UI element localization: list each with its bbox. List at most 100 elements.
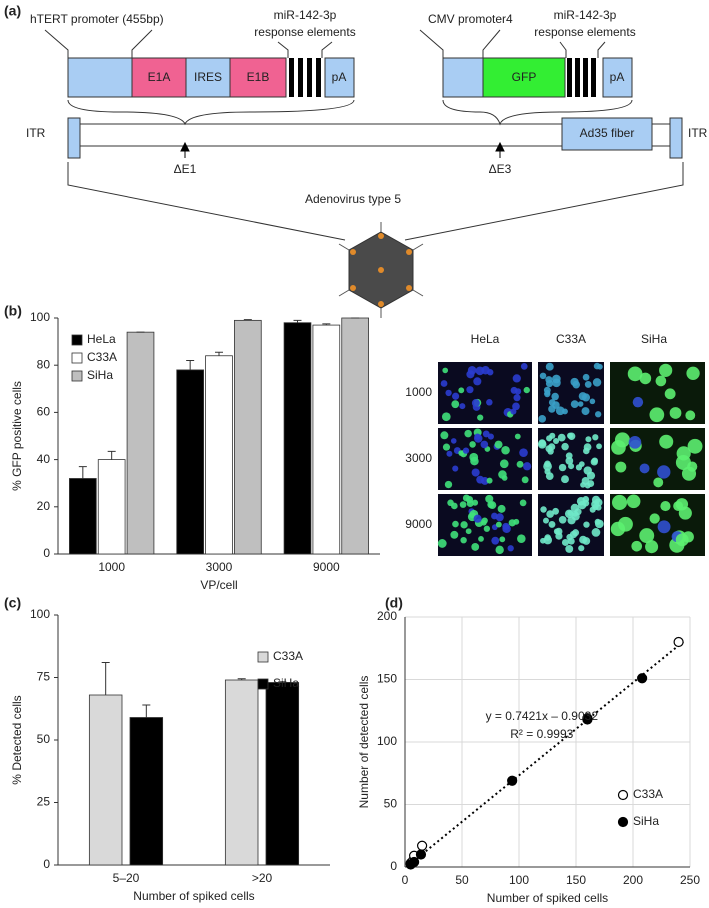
cell [538, 415, 547, 423]
y-tick-label: 0 [43, 857, 50, 871]
legend-label: C33A [273, 649, 303, 663]
cell [548, 520, 556, 528]
cell [565, 457, 574, 465]
response-label: response elements [534, 25, 635, 39]
segment [602, 57, 633, 98]
cell [545, 379, 554, 388]
y-axis-title: % Detected cells [10, 695, 24, 784]
cell [584, 381, 592, 388]
cell [483, 525, 491, 532]
bar [224, 679, 259, 866]
cell [473, 514, 482, 523]
y-tick-label: 0 [43, 546, 50, 560]
cell [540, 537, 546, 544]
cell [495, 545, 504, 555]
cell [585, 436, 592, 443]
cell [558, 463, 567, 472]
cell [594, 411, 602, 418]
leader-lines [419, 29, 606, 58]
bar [205, 355, 233, 555]
y-tick-label: 20 [37, 499, 51, 513]
itr-label: ITR [26, 126, 46, 140]
cell [675, 533, 689, 547]
cell [476, 475, 485, 484]
x-tick-label: >20 [252, 871, 273, 885]
cell [495, 513, 504, 522]
annotation: R² = 0.9993 [510, 727, 573, 741]
y-tick-label: 80 [37, 357, 51, 371]
itr-box [67, 117, 81, 159]
cell [475, 366, 485, 376]
legend-label: C33A [633, 787, 663, 801]
error-bar [107, 450, 116, 460]
leader-lines [67, 162, 684, 241]
cell [545, 362, 554, 371]
x-axis-title: Number of spiked cells [133, 889, 254, 903]
cell [576, 497, 586, 506]
cell [596, 443, 602, 450]
cell [512, 374, 521, 383]
bar [69, 478, 97, 555]
cell [583, 447, 590, 455]
cell [582, 373, 590, 381]
cell [581, 407, 590, 416]
x-tick-label: 0 [402, 873, 409, 887]
x-tick-label: 100 [509, 873, 529, 887]
cell [494, 440, 503, 449]
cell [546, 435, 553, 442]
cell [481, 517, 488, 524]
cell [555, 406, 565, 416]
cell [501, 445, 510, 455]
cell [627, 366, 643, 382]
cell [473, 377, 482, 386]
cell [544, 389, 551, 396]
segment-label: IRES [194, 70, 222, 84]
bar [88, 694, 123, 866]
cell [440, 380, 448, 387]
cell [552, 507, 560, 515]
y-tick-label: 40 [37, 452, 51, 466]
cell [567, 432, 574, 439]
cell [519, 499, 527, 507]
y-axis-title: Number of detected cells [357, 676, 371, 809]
cell [460, 521, 468, 529]
cell [657, 465, 671, 479]
cell [578, 545, 585, 552]
cell [464, 429, 472, 438]
cell [507, 545, 514, 552]
cell [545, 445, 553, 453]
segment [185, 57, 231, 98]
cell [523, 386, 530, 394]
cell [574, 508, 582, 516]
cell [590, 458, 598, 466]
cell [523, 462, 532, 471]
bar [97, 459, 126, 555]
error-bar [243, 319, 252, 321]
segment-label: pA [332, 70, 347, 84]
cell [445, 389, 452, 397]
point [637, 673, 648, 684]
point [417, 840, 428, 851]
cell [499, 459, 509, 469]
cell [558, 515, 567, 524]
cell [561, 475, 569, 484]
cell [577, 401, 584, 407]
y-tick-label: 100 [377, 734, 397, 748]
response-label: miR-142-3p [274, 8, 337, 22]
cell [687, 438, 703, 454]
column-label: SiHa [641, 332, 667, 346]
point [582, 714, 593, 725]
segment [442, 57, 484, 98]
segment-label: Ad35 fiber [580, 126, 635, 140]
cell [465, 528, 472, 535]
cell [442, 443, 451, 451]
cell [477, 414, 484, 421]
panel-label: (a) [4, 3, 21, 19]
cell [517, 534, 526, 543]
promoter-label: hTERT promoter (455bp) [30, 12, 164, 26]
diagram: hTERT promoter (455bp) miR-142-3p respon… [26, 8, 708, 318]
cell [495, 521, 502, 528]
legend-label: SiHa [273, 676, 299, 690]
cell [583, 521, 590, 528]
cell [626, 494, 641, 509]
